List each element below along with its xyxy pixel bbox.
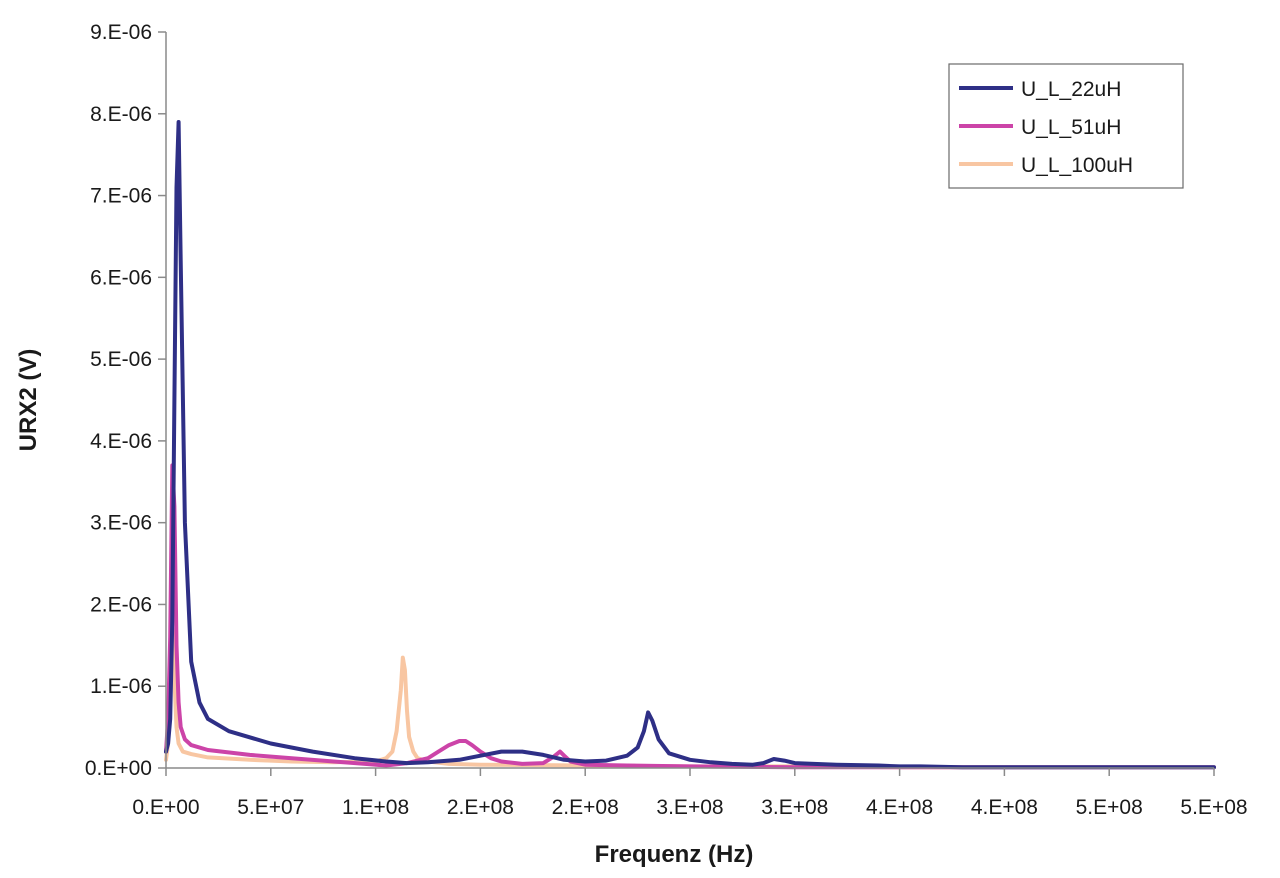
series-line: [164, 463, 1216, 770]
legend-label: U_L_51uH: [1021, 116, 1121, 139]
series-line: [164, 627, 1216, 770]
y-tick-label: 0.E+00: [85, 757, 152, 780]
legend-items: U_L_22uH U_L_51uH U_L_100uH: [959, 78, 1133, 177]
x-tick-label: 5.E+07: [237, 796, 304, 819]
y-tick-label: 2.E-06: [90, 593, 152, 616]
x-tick-label: 3.E+08: [761, 796, 828, 819]
y-tick-label: 4.E-06: [90, 430, 152, 453]
series-layer: [164, 120, 1216, 770]
y-tick-label: 5.E-06: [90, 348, 152, 371]
legend-label: U_L_22uH: [1021, 78, 1121, 101]
x-tick-label: 2.E+08: [552, 796, 619, 819]
legend-label: U_L_100uH: [1021, 154, 1133, 177]
y-tick-label: 1.E-06: [90, 675, 152, 698]
x-tick-label: 5.E+08: [1076, 796, 1143, 819]
x-tick-label: 4.E+08: [971, 796, 1038, 819]
x-tick-label: 1.E+08: [342, 796, 409, 819]
x-tick-label: 0.E+00: [132, 796, 199, 819]
x-axis-title: Frequenz (Hz): [595, 841, 754, 868]
legend: U_L_22uH U_L_51uH U_L_100uH: [948, 63, 1184, 189]
series-line: [164, 120, 1216, 770]
y-tick-label: 3.E-06: [90, 512, 152, 535]
ticks-layer: 0.E+00 1.E-06 2.E-06 3.E-06 4.E-06 5.E-06 6.E-…: [85, 21, 1248, 819]
y-axis-title: URX2 (V): [15, 349, 42, 452]
x-tick-label: 3.E+08: [656, 796, 723, 819]
x-tick-label: 2.E+08: [447, 796, 514, 819]
y-tick-label: 8.E-06: [90, 103, 152, 126]
y-tick-label: 7.E-06: [90, 185, 152, 208]
x-tick-label: 5.E+08: [1180, 796, 1247, 819]
y-tick-label: 9.E-06: [90, 21, 152, 44]
x-tick-label: 4.E+08: [866, 796, 933, 819]
y-tick-label: 6.E-06: [90, 266, 152, 289]
